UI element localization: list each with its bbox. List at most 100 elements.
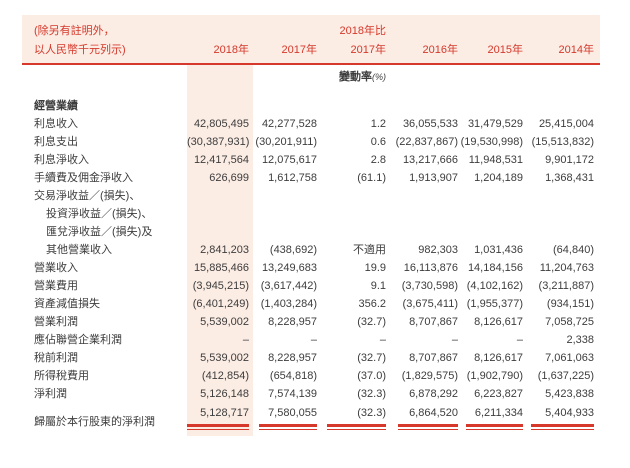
double-rule [398, 424, 458, 430]
cell-2017: – [310, 334, 317, 346]
row-label: 利息收入 [34, 118, 78, 130]
table-row: 交易淨收益／(損失)、 [22, 187, 600, 205]
cell-2018: 2,841,203 [187, 241, 253, 259]
table-row: 歸屬於本行股東的淨利潤 5,128,717 7,580,055 (32.3) 6… [22, 403, 600, 436]
cell-2014: 11,204,763 [539, 262, 594, 274]
cell-2016: 16,113,876 [403, 262, 458, 274]
cell-2018: – [187, 331, 253, 349]
double-rule [531, 424, 594, 430]
spacer-cell [187, 89, 253, 115]
cell-change-rate: 不適用 [353, 244, 386, 256]
cell-2015 [460, 187, 525, 205]
cell-change-rate: 1.2 [370, 118, 386, 130]
cell-2018 [187, 205, 253, 223]
cell-2018: 626,699 [187, 169, 253, 187]
cell-2014: (3,211,887) [538, 280, 594, 292]
spacer-cell [460, 64, 525, 89]
cell-2017: 13,249,683 [261, 262, 317, 274]
row-label: 交易淨收益／(損失)、 [34, 190, 141, 202]
cell-2015: (1,955,377) [466, 298, 523, 310]
cell-2015: 1,031,436 [474, 244, 523, 256]
header-year-2015: 2015年 [460, 41, 525, 65]
row-label: 匯兌淨收益／(損失)及 [46, 226, 153, 238]
section-header-row: 經營業績 [22, 89, 600, 115]
cell-2014: 25,415,004 [538, 118, 594, 130]
table-row: 應佔聯營企業利潤 – – – – – 2,338 [22, 331, 600, 349]
cell-2017: (1,403,284) [260, 298, 317, 310]
header-spacer [253, 15, 321, 41]
cell-change-rate: – [379, 334, 386, 346]
cell-2016: 13,217,666 [402, 154, 458, 166]
cell-2017: (3,617,442) [260, 280, 317, 292]
cell-2015: 8,126,617 [474, 352, 523, 364]
note-line-1: (除另有註明外， [22, 15, 187, 41]
row-label: 利息支出 [34, 136, 78, 148]
cell-2017: (438,692) [269, 244, 317, 256]
header-spacer [525, 15, 600, 41]
cell-2014 [525, 205, 600, 223]
cell-2016: 8,707,867 [409, 352, 458, 364]
header-year-2018: 2018年 [187, 41, 253, 65]
row-label: 利息淨收入 [34, 154, 89, 166]
row-label: 手續費及佣金淨收入 [34, 172, 133, 184]
row-label: 應佔聯營企業利潤 [34, 334, 122, 346]
cell-2018: 12,417,564 [187, 151, 253, 169]
cell-2017 [253, 223, 321, 241]
cell-2015: 14,184,156 [467, 262, 523, 274]
cell-2017: 7,580,055 [253, 403, 321, 436]
cell-2014: (64,840) [553, 244, 594, 256]
cell-2017: 1,612,758 [268, 172, 317, 184]
cell-2014: 2,338 [566, 334, 594, 346]
table-row: 手續費及佣金淨收入 626,699 1,612,758 (61.1) 1,913… [22, 169, 600, 187]
spacer-cell [460, 89, 525, 115]
table-row: 資產減值損失 (6,401,249) (1,403,284) 356.2 (3,… [22, 295, 600, 313]
table-row: 投資淨收益／(損失)、 [22, 205, 600, 223]
row-label: 歸屬於本行股東的淨利潤 [34, 416, 155, 428]
cell-2014: 5,404,933 [525, 403, 600, 436]
spacer-cell [392, 64, 460, 89]
cell-change-rate: (37.0) [357, 370, 386, 382]
cell-2014: 1,368,431 [545, 172, 594, 184]
cell-2014: 9,901,172 [545, 154, 594, 166]
cell-2017: (30,201,911) [255, 136, 317, 148]
cell-2015: 6,223,827 [474, 388, 523, 400]
table-row: 稅前利潤 5,539,002 8,228,957 (32.7) 8,707,86… [22, 349, 600, 367]
cell-2017: 8,228,957 [268, 352, 317, 364]
row-label: 所得稅費用 [34, 370, 89, 382]
cell-change-rate: (32.7) [357, 352, 386, 364]
header-spacer [392, 15, 460, 41]
row-label: 營業利潤 [34, 316, 78, 328]
cell-2014 [525, 223, 600, 241]
cell-2015: 11,948,531 [468, 154, 523, 166]
cell-2017 [253, 187, 321, 205]
cell-change-rate [321, 205, 392, 223]
table-row: 營業利潤 5,539,002 8,228,957 (32.7) 8,707,86… [22, 313, 600, 331]
cell-2014: 7,058,725 [545, 316, 594, 328]
cell-2016: 8,707,867 [409, 316, 458, 328]
section-title: 經營業績 [34, 100, 78, 112]
spacer-cell [525, 64, 600, 89]
cell-2018: 5,128,717 [187, 403, 253, 436]
cell-2014: (15,513,832) [531, 136, 594, 148]
header-compare-top: 2018年比 [321, 15, 392, 41]
cell-2018: 15,885,466 [187, 259, 253, 277]
table-header: (除另有註明外， 2018年比 以人民幣千元列示) 2018年 2017年 20… [22, 15, 600, 65]
header-row-years: 以人民幣千元列示) 2018年 2017年 2017年 2016年 2015年 … [22, 41, 600, 65]
row-label: 稅前利潤 [34, 352, 78, 364]
cell-2016: (22,837,867) [395, 136, 458, 148]
cell-2015: 1,204,189 [474, 172, 523, 184]
table-row: 利息支出 (30,387,931) (30,201,911) 0.6 (22,8… [22, 133, 600, 151]
header-year-2017-compare: 2017年 [321, 41, 392, 65]
cell-change-rate: 19.9 [364, 262, 386, 274]
row-label: 資產減值損失 [34, 298, 100, 310]
double-rule [259, 424, 317, 430]
table-row: 利息收入 42,805,495 42,277,528 1.2 36,055,53… [22, 115, 600, 133]
table-row: 其他營業收入 2,841,203 (438,692) 不適用 982,303 1… [22, 241, 600, 259]
table-row: 利息淨收入 12,417,564 12,075,617 2.8 13,217,6… [22, 151, 600, 169]
cell-2017: 8,228,957 [268, 316, 317, 328]
note-line-2: 以人民幣千元列示) [22, 41, 187, 65]
cell-2015: 31,479,529 [467, 118, 523, 130]
cell-2016 [392, 205, 460, 223]
spacer-cell [22, 64, 187, 89]
spacer-cell [321, 89, 392, 115]
